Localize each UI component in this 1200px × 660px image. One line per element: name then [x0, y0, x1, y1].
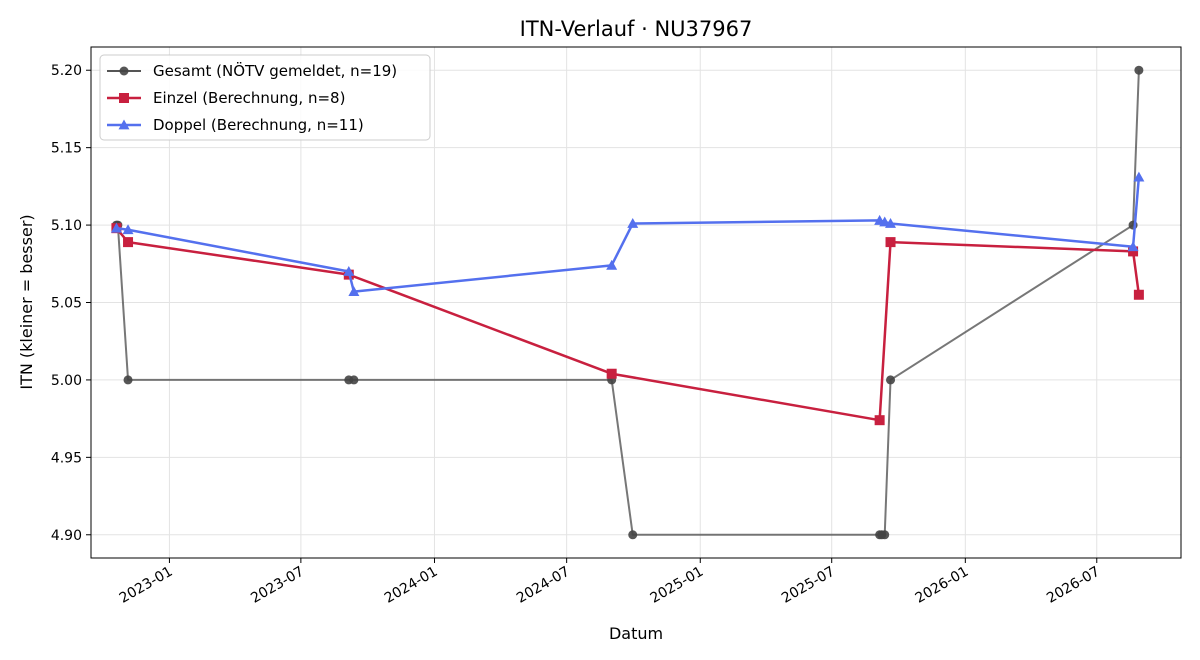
y-tick-label: 5.10	[51, 218, 82, 234]
x-tick-label: 2025-01	[648, 564, 707, 607]
series-1	[111, 223, 1144, 426]
series-2	[110, 171, 1145, 297]
y-tick-label: 5.15	[51, 141, 82, 157]
data-point	[1133, 289, 1144, 300]
data-point	[627, 218, 639, 228]
data-point	[880, 530, 890, 540]
y-tick-label: 4.95	[51, 450, 82, 466]
x-tick-label: 2026-01	[913, 564, 972, 607]
data-point	[343, 266, 355, 276]
x-tick-label: 2023-01	[117, 564, 176, 607]
legend-marker	[119, 66, 129, 76]
data-point	[885, 218, 897, 228]
y-tick-label: 5.05	[51, 296, 82, 312]
x-tick-label: 2025-07	[779, 564, 838, 607]
data-point	[348, 286, 360, 297]
data-point	[1127, 241, 1139, 252]
x-tick-label: 2026-07	[1044, 564, 1103, 607]
y-axis-label: ITN (kleiner = besser)	[17, 214, 36, 389]
data-point	[110, 222, 122, 233]
x-tick-label: 2024-01	[382, 564, 441, 607]
data-point	[1133, 171, 1145, 182]
data-point	[628, 530, 638, 540]
data-point	[1128, 246, 1139, 257]
legend-marker	[119, 93, 129, 103]
x-axis-ticks: 2023-01 2023-07 2024-01 2024-07 2025-01 2025-…	[117, 558, 1103, 607]
legend: Gesamt (NÖTV gemeldet, n=19) Einzel (Bere…	[99, 54, 431, 141]
data-point	[123, 375, 133, 385]
y-tick-label: 4.90	[51, 528, 82, 544]
y-tick-label: 5.20	[51, 63, 82, 79]
series-line	[115, 227, 1141, 422]
data-point	[886, 375, 896, 385]
data-point	[606, 259, 618, 270]
data-point	[122, 224, 134, 235]
legend-entry: Doppel (Berechnung, n=11)	[107, 116, 364, 134]
data-point	[874, 415, 885, 426]
x-tick-label: 2024-07	[514, 564, 573, 607]
y-tick-label: 5.00	[51, 373, 82, 389]
legend-label: Doppel (Berechnung, n=11)	[153, 116, 364, 134]
chart-title: ITN-Verlauf · NU37967	[520, 17, 753, 41]
x-axis-label: Datum	[609, 624, 663, 643]
legend-label: Gesamt (NÖTV gemeldet, n=19)	[153, 61, 397, 80]
y-axis-ticks: 4.90 4.95 5.00 5.05 5.10 5.15 5.20	[51, 63, 91, 544]
legend-entry: Einzel (Berechnung, n=8)	[107, 89, 345, 107]
data-point	[1134, 65, 1144, 75]
data-point	[349, 375, 359, 385]
data-point	[885, 237, 896, 248]
legend-box	[99, 54, 431, 141]
x-tick-label: 2023-07	[248, 564, 307, 607]
legend-label: Einzel (Berechnung, n=8)	[153, 89, 345, 107]
data-point	[123, 237, 134, 248]
series-layer	[110, 65, 1145, 540]
legend-marker	[118, 119, 130, 130]
data-point	[606, 368, 617, 379]
legend-entry: Gesamt (NÖTV gemeldet, n=19)	[107, 61, 397, 80]
series-line	[116, 176, 1141, 293]
